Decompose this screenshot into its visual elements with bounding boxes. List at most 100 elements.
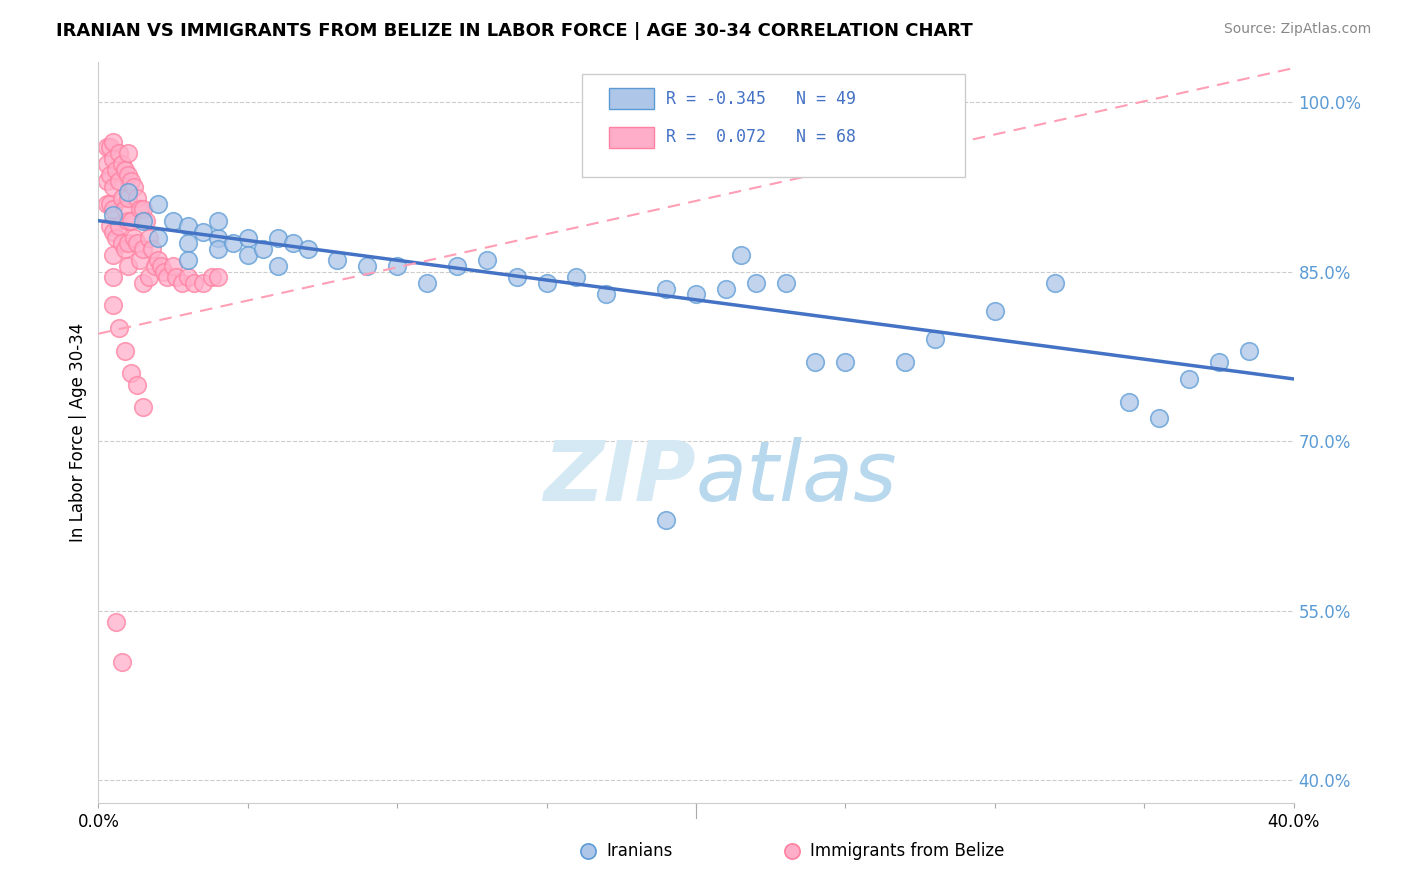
- Point: [108, 219, 131, 234]
- Point: [120, 174, 142, 188]
- Point: [416, 276, 439, 290]
- Point: [236, 230, 259, 244]
- Point: [103, 208, 125, 222]
- Point: [127, 236, 149, 251]
- Point: [1147, 411, 1170, 425]
- Point: [595, 287, 617, 301]
- Point: [834, 355, 856, 369]
- Point: [1237, 343, 1260, 358]
- Point: [475, 253, 498, 268]
- Point: [385, 259, 409, 273]
- Point: [138, 270, 160, 285]
- Point: [108, 145, 131, 160]
- Point: [111, 236, 134, 251]
- Point: [105, 615, 128, 629]
- Point: [114, 242, 136, 256]
- Point: [201, 270, 224, 285]
- Point: [138, 230, 160, 244]
- Bar: [609, 88, 654, 109]
- Point: [103, 225, 125, 239]
- Point: [103, 270, 125, 285]
- Point: [356, 259, 378, 273]
- Point: [714, 281, 737, 295]
- Point: [129, 202, 152, 217]
- Point: [177, 236, 200, 251]
- Point: [124, 179, 146, 194]
- Text: Source: ZipAtlas.com: Source: ZipAtlas.com: [1223, 22, 1371, 37]
- Point: [108, 174, 131, 188]
- Point: [132, 213, 155, 227]
- Point: [96, 196, 118, 211]
- Point: [117, 145, 139, 160]
- Point: [117, 236, 139, 251]
- Point: [153, 264, 176, 278]
- Point: [114, 343, 136, 358]
- Bar: [609, 127, 654, 147]
- Point: [108, 321, 131, 335]
- Point: [222, 236, 245, 251]
- Point: [105, 162, 128, 177]
- Text: R =  0.072   N = 68: R = 0.072 N = 68: [666, 128, 856, 146]
- Point: [655, 281, 678, 295]
- Text: IRANIAN VS IMMIGRANTS FROM BELIZE IN LABOR FORCE | AGE 30-34 CORRELATION CHART: IRANIAN VS IMMIGRANTS FROM BELIZE IN LAB…: [56, 22, 973, 40]
- Point: [177, 253, 200, 268]
- Point: [120, 366, 142, 380]
- Point: [177, 219, 200, 234]
- Point: [745, 276, 768, 290]
- Point: [267, 230, 290, 244]
- Point: [162, 213, 184, 227]
- Point: [96, 174, 118, 188]
- Point: [103, 247, 125, 261]
- Point: [150, 259, 173, 273]
- Point: [281, 236, 304, 251]
- Point: [267, 259, 290, 273]
- Point: [148, 253, 170, 268]
- Point: [132, 202, 155, 217]
- Point: [143, 259, 166, 273]
- Point: [191, 276, 214, 290]
- Point: [984, 304, 1007, 318]
- Point: [775, 276, 797, 290]
- Point: [565, 270, 588, 285]
- Point: [96, 157, 118, 171]
- Point: [1208, 355, 1230, 369]
- Point: [172, 276, 194, 290]
- Point: [236, 247, 259, 261]
- Point: [103, 298, 125, 312]
- Point: [129, 253, 152, 268]
- Point: [98, 219, 122, 234]
- Point: [252, 242, 274, 256]
- Point: [117, 213, 139, 227]
- Point: [132, 242, 155, 256]
- FancyBboxPatch shape: [582, 73, 965, 178]
- Point: [141, 242, 163, 256]
- Point: [127, 191, 149, 205]
- Point: [103, 135, 125, 149]
- Text: Immigrants from Belize: Immigrants from Belize: [810, 842, 1004, 860]
- Point: [162, 259, 184, 273]
- Point: [105, 230, 128, 244]
- Point: [148, 196, 170, 211]
- Point: [103, 179, 125, 194]
- Point: [132, 276, 155, 290]
- Text: Iranians: Iranians: [606, 842, 672, 860]
- Point: [207, 270, 229, 285]
- Point: [117, 191, 139, 205]
- Point: [103, 152, 125, 166]
- Point: [177, 270, 200, 285]
- Point: [685, 287, 707, 301]
- Point: [297, 242, 319, 256]
- Point: [111, 191, 134, 205]
- Point: [1043, 276, 1066, 290]
- Text: R = -0.345   N = 49: R = -0.345 N = 49: [666, 90, 856, 108]
- Point: [804, 355, 827, 369]
- Point: [191, 225, 214, 239]
- Point: [326, 253, 349, 268]
- Point: [114, 202, 136, 217]
- Point: [730, 247, 752, 261]
- Point: [207, 242, 229, 256]
- Point: [446, 259, 468, 273]
- Point: [111, 157, 134, 171]
- Point: [536, 276, 558, 290]
- Point: [124, 230, 146, 244]
